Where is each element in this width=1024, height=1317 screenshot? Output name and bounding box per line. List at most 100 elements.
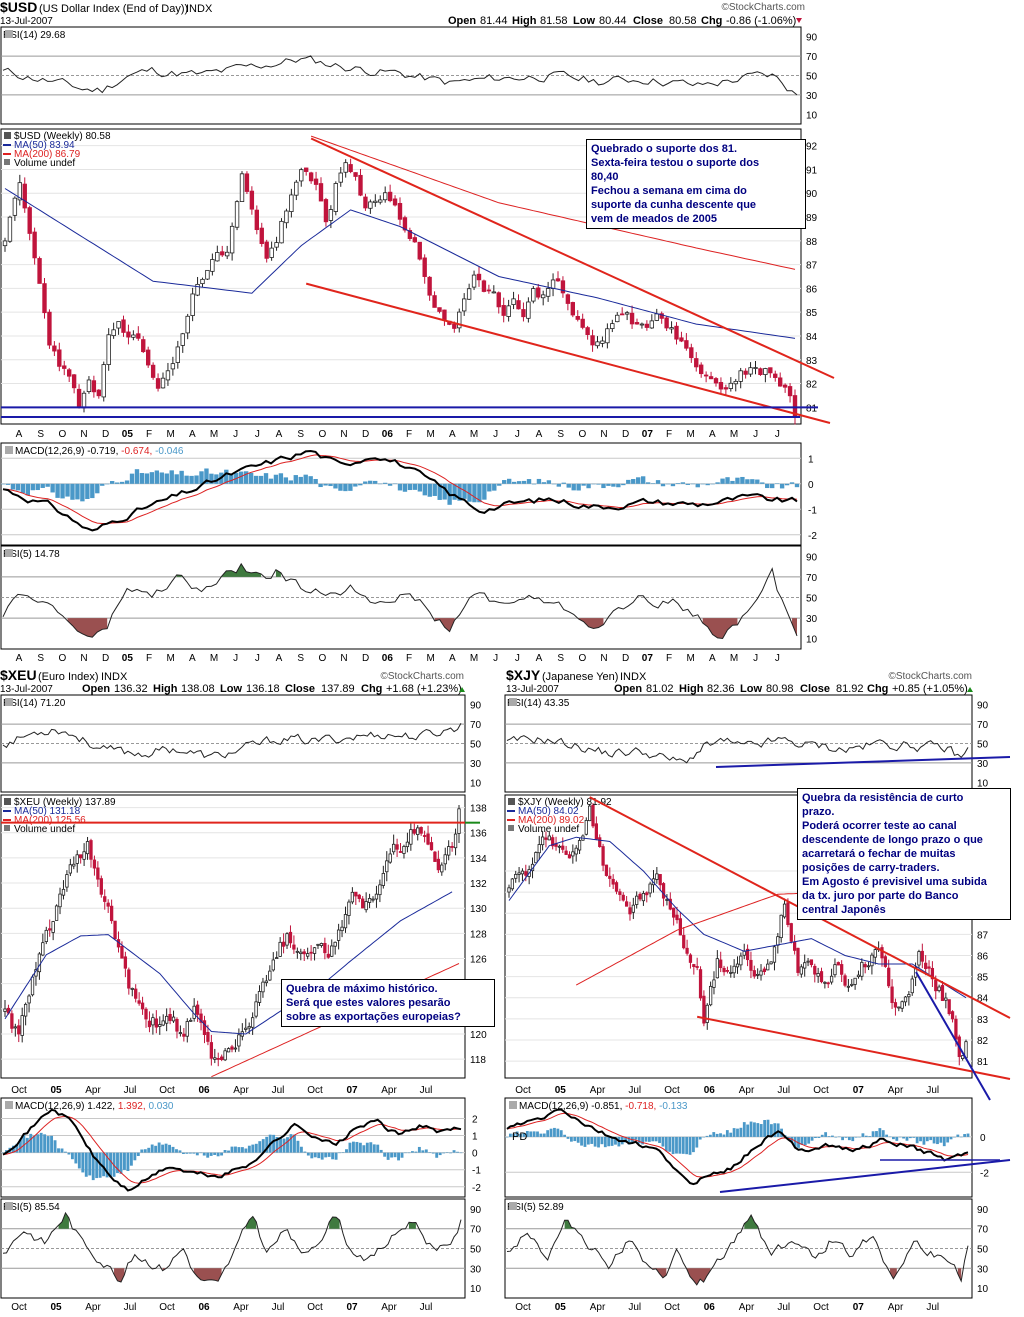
usd-macd-histogram-bar bbox=[437, 483, 442, 500]
xjy-price-candle-body bbox=[759, 970, 763, 976]
xeu-price-candle-body bbox=[275, 957, 279, 960]
xeu-rsi14-line bbox=[2, 723, 462, 759]
xjy-price-candle-body bbox=[655, 873, 659, 880]
usd-price-ma50-line bbox=[4, 188, 796, 339]
usd-price-candle-body bbox=[343, 162, 348, 173]
usd-macd-histogram-bar bbox=[561, 482, 566, 484]
xeu-price-candle-body bbox=[450, 846, 454, 848]
xjy-price-candle-body bbox=[732, 965, 736, 974]
xjy-macd-histogram-bar bbox=[776, 1123, 780, 1137]
usd-xaxis-label: J bbox=[255, 429, 260, 440]
usd-xaxis-bottom-label: J bbox=[775, 653, 780, 664]
xeu-price-candle-body bbox=[206, 1032, 210, 1042]
xeu-macd-histogram-bar bbox=[119, 1152, 123, 1174]
usd-price-candle-body bbox=[491, 291, 497, 294]
usd-macd-histogram-bar bbox=[55, 483, 60, 498]
usd-macd-histogram-bar bbox=[139, 473, 145, 484]
xeu-macd-histogram-bar bbox=[168, 1144, 171, 1153]
usd-price-candle-body bbox=[313, 178, 319, 185]
xjy-price-candle-body bbox=[540, 836, 545, 846]
usd-xaxis-label: N bbox=[80, 429, 87, 440]
xeu-macd-histogram-bar bbox=[358, 1142, 362, 1153]
xeu-price-candle-body bbox=[285, 933, 289, 946]
usd-price-candle-body bbox=[328, 209, 334, 221]
usd-rsi5-oversold-area bbox=[792, 618, 797, 636]
xeu-macd-histogram-bar bbox=[5, 1150, 8, 1153]
xjy-price-candle-body bbox=[752, 970, 756, 977]
usd-chg: -0.86 (-1.06%) bbox=[726, 15, 796, 27]
xeu-price-ma50-line bbox=[4, 891, 453, 1035]
xjy-macd-histogram-bar bbox=[875, 1131, 878, 1137]
usd-price-candle-body bbox=[536, 287, 541, 298]
xjy-macd-histogram-bar bbox=[519, 1133, 522, 1137]
usd-macd-histogram-bar bbox=[710, 483, 715, 485]
usd-macd-histogram-bar bbox=[387, 483, 393, 486]
xjy-price-tick-label: 84 bbox=[977, 994, 989, 1005]
xeu-macd-histogram-bar bbox=[91, 1152, 95, 1181]
xjy-rsi14-label: RSI(14) 43.35 bbox=[507, 698, 570, 709]
xeu-macd-histogram-bar bbox=[383, 1152, 387, 1157]
xjy-macd-histogram-bar bbox=[908, 1136, 912, 1139]
xjy-macd-histogram-bar bbox=[966, 1133, 970, 1137]
xeu-price-legend-label: Volume undef bbox=[14, 824, 75, 835]
xeu-macd-histogram-bar bbox=[157, 1142, 161, 1153]
usd-price-candle-body bbox=[624, 312, 630, 315]
xjy-macd-histogram-bar bbox=[732, 1128, 736, 1137]
xeu-macd-histogram-bar bbox=[32, 1135, 36, 1153]
xeu-price-candle-body bbox=[103, 896, 107, 902]
usd-price-candle-body bbox=[758, 368, 763, 376]
xeu-price-candle-body bbox=[13, 1026, 17, 1029]
xeu-name: (Euro Index) bbox=[38, 671, 99, 683]
xjy-rsi5-line bbox=[506, 1214, 969, 1286]
usd-xaxis-bottom-label: O bbox=[318, 653, 326, 664]
xjy-macd-histogram-bar bbox=[742, 1122, 746, 1137]
usd-macd-histogram-bar bbox=[665, 483, 671, 485]
usd-macd-histogram-bar bbox=[586, 483, 591, 489]
xjy-close: 81.92 bbox=[836, 683, 864, 695]
xeu-macd-histogram-bar bbox=[109, 1152, 113, 1178]
usd-xaxis-bottom-label: M bbox=[426, 653, 434, 664]
xeu-macd-histogram-bar bbox=[459, 1152, 463, 1154]
usd-xaxis-bottom-label: J bbox=[515, 653, 520, 664]
xjy-xaxis-label: Jul bbox=[926, 1085, 939, 1096]
usd-price-candle-body bbox=[600, 340, 605, 344]
xjy-price-candle-body bbox=[947, 999, 951, 1015]
usd-xaxis-bottom-label: D bbox=[102, 653, 109, 664]
xeu-macd-histogram-bar bbox=[303, 1151, 307, 1153]
xeu-price-candle-body bbox=[416, 827, 420, 835]
usd-price-candle-body bbox=[96, 389, 102, 397]
usd-macd-histogram-bar bbox=[531, 483, 537, 485]
xjy-macd-histogram-bar bbox=[715, 1133, 719, 1137]
xeu-macd-histogram-bar bbox=[81, 1152, 85, 1173]
xjy-price-candle-body bbox=[756, 973, 760, 976]
usd-macd-histogram-bar bbox=[511, 481, 517, 484]
xeu-price-candle-body bbox=[316, 943, 320, 946]
xjy-price-candle-body bbox=[806, 960, 810, 963]
usd-price-candle-body bbox=[777, 377, 783, 387]
annotation-line: prazo. bbox=[802, 806, 835, 818]
xeu-price-candle-body bbox=[185, 1021, 189, 1037]
xeu-price-candle-body bbox=[326, 953, 330, 958]
xjy-price-candle-body bbox=[789, 923, 793, 942]
usd-macd-histogram-bar bbox=[680, 482, 686, 484]
xjy-price-candle-body bbox=[698, 969, 703, 999]
xeu-macd-histogram-bar bbox=[53, 1140, 57, 1153]
usd-macd-histogram-bar bbox=[640, 476, 646, 484]
usd-macd-histogram-bar bbox=[184, 475, 189, 484]
usd-macd-histogram-bar bbox=[591, 483, 596, 485]
usd-price-candle-body bbox=[368, 201, 373, 209]
xjy-macd-histogram-bar bbox=[892, 1136, 895, 1140]
xjy-price-candle-body bbox=[880, 947, 884, 959]
xjy-low: 80.98 bbox=[766, 683, 794, 695]
xjy-macd-histogram-bar bbox=[817, 1136, 821, 1138]
xeu-macd-histogram-bar bbox=[251, 1144, 255, 1153]
xjy-rsi5-oversold-area bbox=[686, 1268, 711, 1285]
xjy-price-candle-body bbox=[520, 870, 525, 875]
usd-macd-histogram-bar bbox=[412, 483, 418, 490]
xjy-macd-histogram-bar bbox=[586, 1136, 590, 1145]
usd-price-candle-body bbox=[723, 387, 729, 390]
usd-price-candle-body bbox=[412, 237, 418, 243]
xeu-xaxis-label: Apr bbox=[381, 1085, 397, 1096]
xjy-macd-histogram-bar bbox=[525, 1131, 529, 1137]
xeu-price-candle-body bbox=[178, 1032, 183, 1034]
